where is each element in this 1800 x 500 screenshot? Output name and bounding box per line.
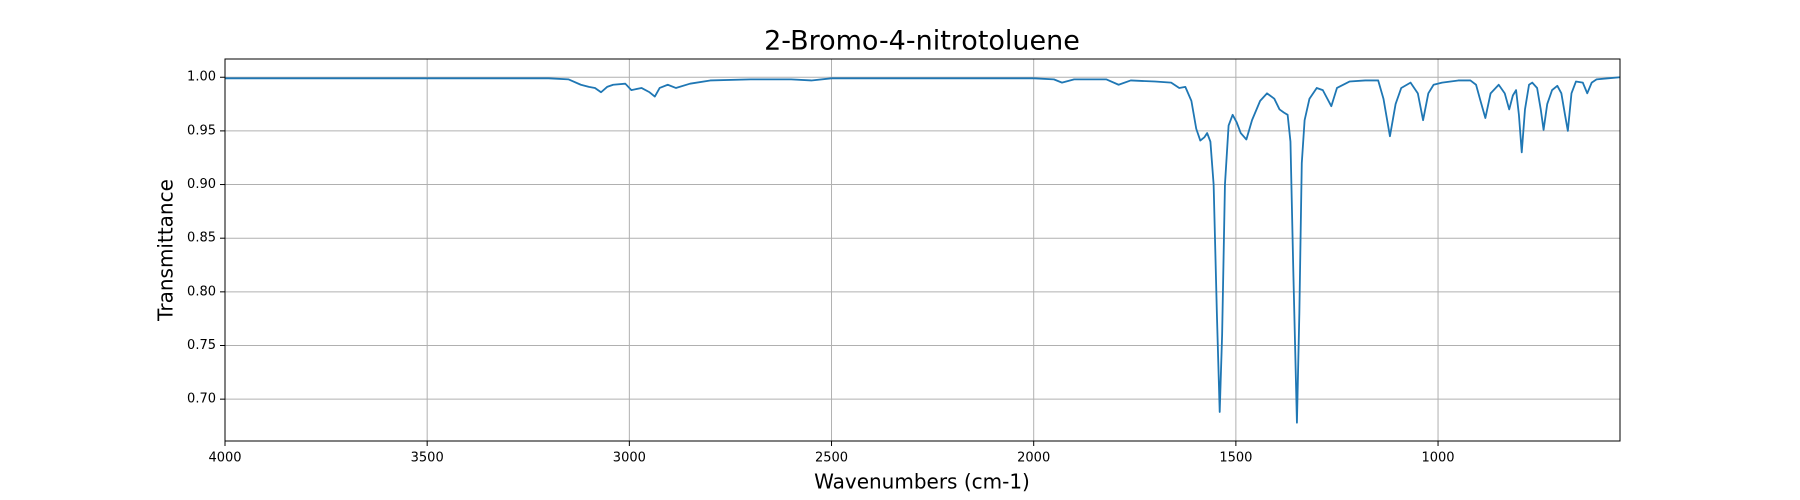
plot-frame [224, 58, 1621, 442]
y-tick-label: 0.90 [187, 177, 216, 192]
y-tick-label: 0.95 [187, 123, 216, 138]
y-tick-label: 0.80 [187, 284, 216, 299]
x-tick-label: 4000 [208, 451, 241, 466]
x-tick-label: 3000 [613, 451, 646, 466]
x-tick-label: 2500 [815, 451, 848, 466]
y-tick-label: 1.00 [187, 70, 216, 85]
y-axis-label: Transmittance [154, 179, 178, 322]
x-tick-label: 3500 [411, 451, 444, 466]
x-axis-label: Wavenumbers (cm-1) [814, 470, 1030, 494]
spectrum-line [225, 76, 1620, 424]
y-tick-label: 0.75 [187, 338, 216, 353]
chart-title: 2-Bromo-4-nitrotoluene [764, 26, 1080, 57]
y-tick-label: 0.85 [187, 231, 216, 246]
x-tick-label: 1000 [1421, 451, 1454, 466]
y-tick-label: 0.70 [187, 392, 216, 407]
x-tick-label: 1500 [1219, 451, 1252, 466]
x-tick-label: 2000 [1017, 451, 1050, 466]
